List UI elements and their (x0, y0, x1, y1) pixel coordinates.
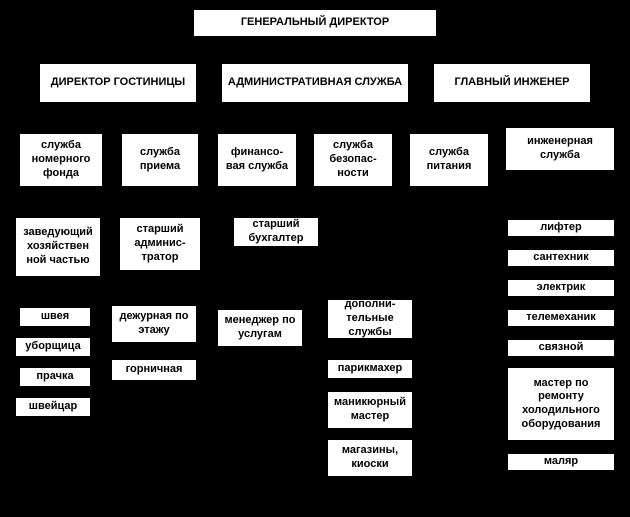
node-security: служба безопас- ности (312, 132, 394, 188)
node-maid: горничная (110, 358, 198, 382)
node-hair: парикмахер (326, 358, 414, 380)
node-seam: швея (18, 306, 92, 328)
node-plumber: сантехник (506, 248, 616, 268)
node-floor_duty: дежурная по этажу (110, 304, 198, 344)
node-manicure: маникюрный мастер (326, 390, 414, 430)
node-admin_svc: АДМИНИСТРАТИВНАЯ СЛУЖБА (220, 62, 410, 104)
node-sviaznoi: связной (506, 338, 616, 358)
node-doorman: швейцар (14, 396, 92, 418)
node-painter: маляр (506, 452, 616, 472)
node-root: ГЕНЕРАЛЬНЫЙ ДИРЕКТОР (192, 8, 438, 38)
node-shops: магазины, киоски (326, 438, 414, 478)
node-fridge: мастер по ремонту холодильного оборудова… (506, 366, 616, 442)
node-reception: служба приема (120, 132, 200, 188)
node-cleaner: уборщица (14, 336, 92, 358)
node-lifter: лифтер (506, 218, 616, 238)
node-eng_svc: инженерная служба (504, 126, 616, 172)
node-food: служба питания (408, 132, 490, 188)
node-chief_eng: ГЛАВНЫЙ ИНЖЕНЕР (432, 62, 592, 104)
node-rooms_fund: служба номерного фонда (18, 132, 104, 188)
node-sr_acct: старший бухгалтер (232, 216, 320, 248)
node-house_mgr: заведующий хозяйствен ной частью (14, 216, 102, 278)
node-electric: электрик (506, 278, 616, 298)
node-extra_svc: дополни- тельные службы (326, 298, 414, 340)
node-laundry: прачка (18, 366, 92, 388)
node-telemech: телемеханик (506, 308, 616, 328)
node-dir_hotel: ДИРЕКТОР ГОСТИНИЦЫ (38, 62, 198, 104)
node-sr_admin: старший админис- тратор (118, 216, 202, 272)
node-finance: финансо- вая служба (216, 132, 298, 188)
node-svc_mgr: менеджер по услугам (216, 308, 304, 348)
